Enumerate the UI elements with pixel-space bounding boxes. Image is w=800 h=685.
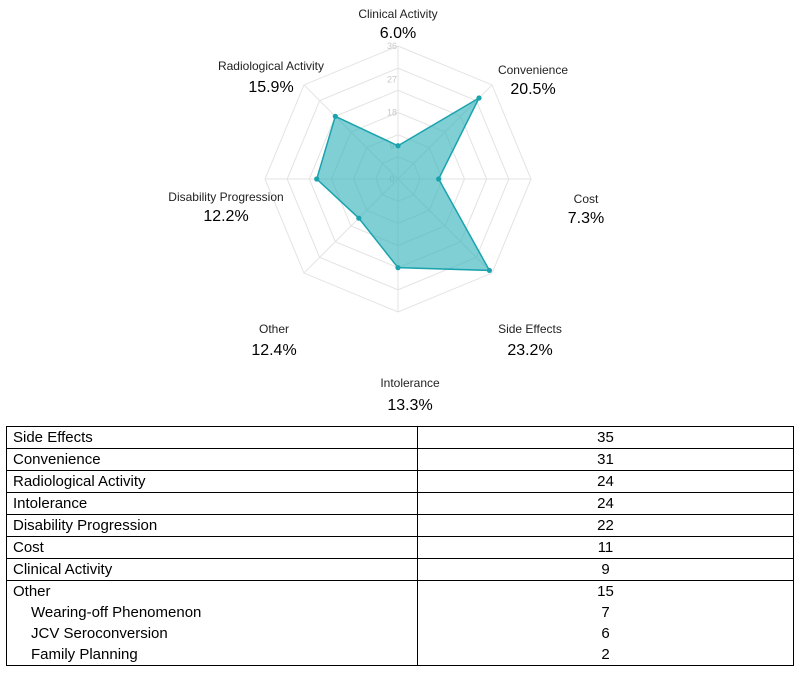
row-value: 15 — [417, 580, 794, 602]
table-row: Convenience 31 — [6, 448, 794, 471]
row-label: Family Planning — [6, 644, 418, 666]
radial-tick-label: 36 — [387, 41, 397, 51]
axis-label: Other — [259, 322, 289, 336]
table-row: JCV Seroconversion 6 — [6, 623, 794, 644]
radial-tick-label: 27 — [387, 74, 397, 84]
axis-label: Side Effects — [498, 322, 562, 336]
percent-label: 13.3% — [387, 397, 432, 414]
row-value: 6 — [417, 623, 794, 644]
row-label: Radiological Activity — [6, 470, 418, 493]
percent-label: 7.3% — [568, 210, 604, 227]
row-label: Intolerance — [6, 492, 418, 515]
table-row: Family Planning 2 — [6, 644, 794, 666]
percent-label: 12.4% — [251, 342, 296, 359]
row-value: 31 — [417, 448, 794, 471]
table-row: Disability Progression 22 — [6, 514, 794, 537]
row-value: 9 — [417, 558, 794, 581]
table-row: Cost 11 — [6, 536, 794, 559]
radial-tick-label: 18 — [387, 108, 397, 118]
row-value: 7 — [417, 602, 794, 623]
table-row: Wearing-off Phenomenon 7 — [6, 602, 794, 623]
radar-series — [314, 95, 493, 274]
axis-label: Clinical Activity — [358, 7, 437, 21]
radar-point — [314, 176, 320, 182]
row-value: 24 — [417, 492, 794, 515]
percent-label: 15.9% — [248, 79, 293, 96]
percent-label: 12.2% — [203, 208, 248, 225]
row-label: Cost — [6, 536, 418, 559]
table-row: Clinical Activity 9 — [6, 558, 794, 581]
row-label: Convenience — [6, 448, 418, 471]
table-row: Other 15 — [6, 580, 794, 602]
percent-label: 23.2% — [507, 342, 552, 359]
table-row: Intolerance 24 — [6, 492, 794, 515]
row-value: 22 — [417, 514, 794, 537]
radar-point — [486, 267, 493, 274]
row-label: Clinical Activity — [6, 558, 418, 581]
radar-point — [395, 143, 401, 149]
radar-chart: 09182736 Clinical Activity6.0%Convenienc… — [168, 7, 604, 414]
row-label: Other — [6, 580, 418, 602]
row-label: Side Effects — [6, 426, 418, 449]
axis-label: Disability Progression — [168, 190, 283, 204]
axis-label: Cost — [574, 192, 599, 206]
row-value: 11 — [417, 536, 794, 559]
radar-chart-container: 09182736 Clinical Activity6.0%Convenienc… — [168, 7, 604, 414]
row-label: Wearing-off Phenomenon — [6, 602, 418, 623]
radar-point — [332, 113, 338, 119]
percent-label: 20.5% — [510, 81, 555, 98]
table-row: Side Effects 35 — [6, 426, 794, 449]
counts-table: Side Effects 35 Convenience 31 Radiological … — [6, 426, 794, 666]
axis-labels: Clinical Activity 6.0% Convenience 20.5% Cos… — [168, 7, 604, 414]
row-label: Disability Progression — [6, 514, 418, 537]
radar-point — [476, 95, 482, 101]
row-value: 2 — [417, 644, 794, 666]
row-value: 24 — [417, 470, 794, 493]
radar-point — [436, 176, 442, 182]
radar-point — [356, 215, 362, 221]
table-row: Radiological Activity 24 — [6, 470, 794, 493]
row-value: 35 — [417, 426, 794, 449]
axis-label: Radiological Activity — [218, 59, 324, 73]
radar-point — [395, 265, 401, 271]
axis-label: Convenience — [498, 63, 568, 77]
row-label: JCV Seroconversion — [6, 623, 418, 644]
percent-label: 6.0% — [380, 25, 416, 42]
axis-label: Intolerance — [380, 376, 440, 390]
